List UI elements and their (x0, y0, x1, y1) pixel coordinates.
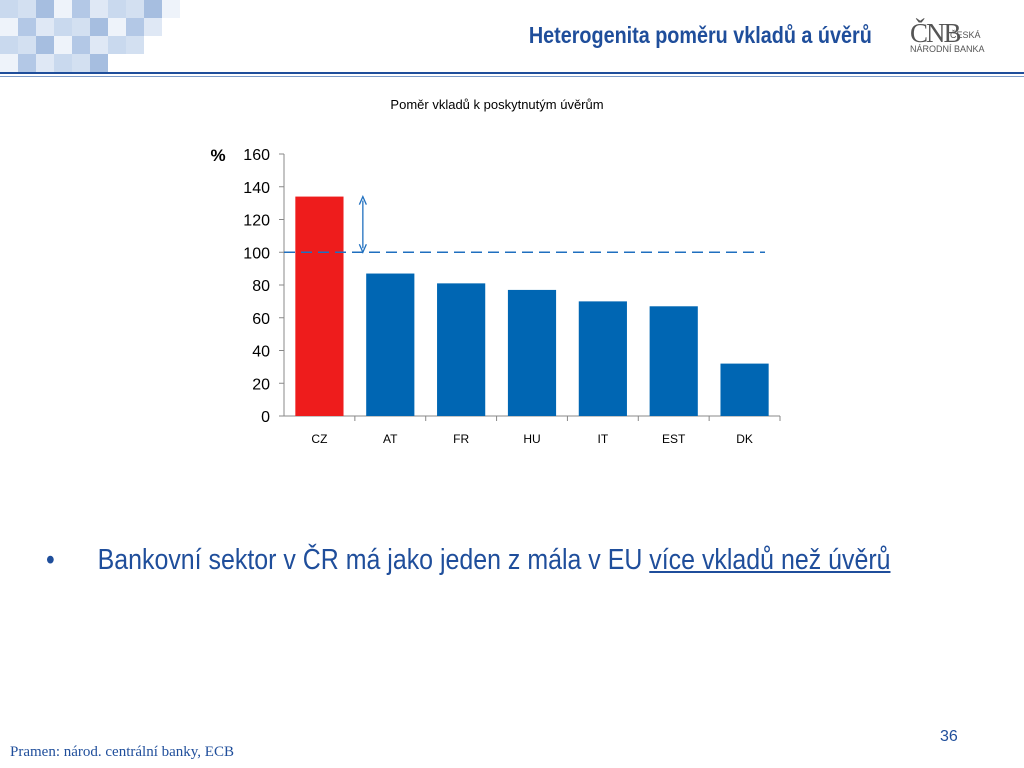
mosaic-tile (54, 54, 72, 72)
x-tick-label: DK (736, 432, 753, 446)
mosaic-tile (0, 54, 18, 72)
mosaic-tile (126, 36, 144, 54)
mosaic-tile (90, 0, 108, 18)
y-tick-label: 60 (252, 311, 270, 328)
mosaic-tile (162, 0, 180, 18)
y-tick-label: 100 (243, 245, 270, 262)
x-tick-label: CZ (311, 432, 327, 446)
logo-mark: ČNB (910, 18, 962, 48)
mosaic-tile (36, 0, 54, 18)
mosaic-tile (72, 18, 90, 36)
bar-chart: Poměr vkladů k poskytnutým úvěrům% 0 20 40 6… (210, 97, 781, 446)
mosaic-tile (72, 36, 90, 54)
y-tick-label: 80 (252, 278, 270, 295)
y-tick-label: 0 (261, 409, 270, 426)
mosaic-tile (90, 54, 108, 72)
y-tick-label: 140 (243, 180, 270, 197)
x-tick-label: HU (523, 432, 540, 446)
mosaic-tile (72, 54, 90, 72)
mosaic-tile (108, 0, 126, 18)
slide-title: Heterogenita poměru vkladů a úvěrů (529, 22, 872, 48)
arrow-head-up (358, 194, 367, 205)
mosaic-tile (18, 0, 36, 18)
logo-line-2: NÁRODNÍ BANKA (910, 44, 985, 54)
y-tick-label: 160 (243, 147, 270, 164)
mosaic-tile (144, 0, 162, 18)
x-tick-label: IT (598, 432, 609, 446)
y-tick-label: 40 (252, 344, 270, 361)
mosaic-tile (54, 18, 72, 36)
y-tick-label: 120 (243, 213, 270, 230)
bullet-marker: • (46, 544, 55, 576)
mosaic-tile (0, 0, 18, 18)
bar-hu (507, 289, 557, 416)
cnb-logo: ČNB ČESKÁ NÁRODNÍ BANKA (910, 18, 1020, 68)
mosaic-tile (54, 36, 72, 54)
mosaic-tile (72, 0, 90, 18)
logo-line-1: ČESKÁ (950, 30, 981, 40)
bullet-emphasis: více vkladů než úvěrů (649, 544, 891, 576)
chart-title: Poměr vkladů k poskytnutým úvěrům (390, 97, 603, 112)
mosaic-tile (126, 18, 144, 36)
x-tick-label: EST (662, 432, 686, 446)
bullet-text: Bankovní sektor v ČR má jako jeden z mál… (98, 544, 891, 577)
mosaic-tile (144, 18, 162, 36)
mosaic-tile (18, 36, 36, 54)
mosaic-tile (36, 36, 54, 54)
mosaic-tile (108, 18, 126, 36)
mosaic-tile (18, 18, 36, 36)
y-tick-label: 20 (252, 376, 270, 393)
mosaic-tile (18, 54, 36, 72)
page-number: 36 (940, 728, 958, 745)
arrow-head-down (358, 243, 367, 254)
mosaic-tile (0, 18, 18, 36)
mosaic-tile (90, 36, 108, 54)
logo-text: ČESKÁ NÁRODNÍ BANKA (910, 30, 985, 55)
bar-cz (295, 196, 344, 416)
bar-est (649, 306, 698, 416)
mosaic-tile (54, 0, 72, 18)
bar-at (366, 273, 415, 416)
bar-it (578, 301, 627, 416)
decorative-mosaic (0, 0, 190, 72)
source-note: Pramen: národ. centrální banky, ECB (10, 744, 234, 760)
x-tick-label: FR (453, 432, 469, 446)
bullet-main-text: Bankovní sektor v ČR má jako jeden z mál… (97, 544, 650, 576)
mosaic-tile (108, 36, 126, 54)
header-rule (0, 72, 1024, 74)
mosaic-tile (0, 36, 18, 54)
mosaic-tile (126, 0, 144, 18)
y-axis-label: % (210, 146, 225, 165)
mosaic-tile (36, 18, 54, 36)
x-tick-label: AT (383, 432, 398, 446)
bar-dk (720, 363, 769, 416)
mosaic-tile (36, 54, 54, 72)
bar-fr (437, 283, 486, 416)
mosaic-tile (90, 18, 108, 36)
header-rule-thin (0, 76, 1024, 77)
